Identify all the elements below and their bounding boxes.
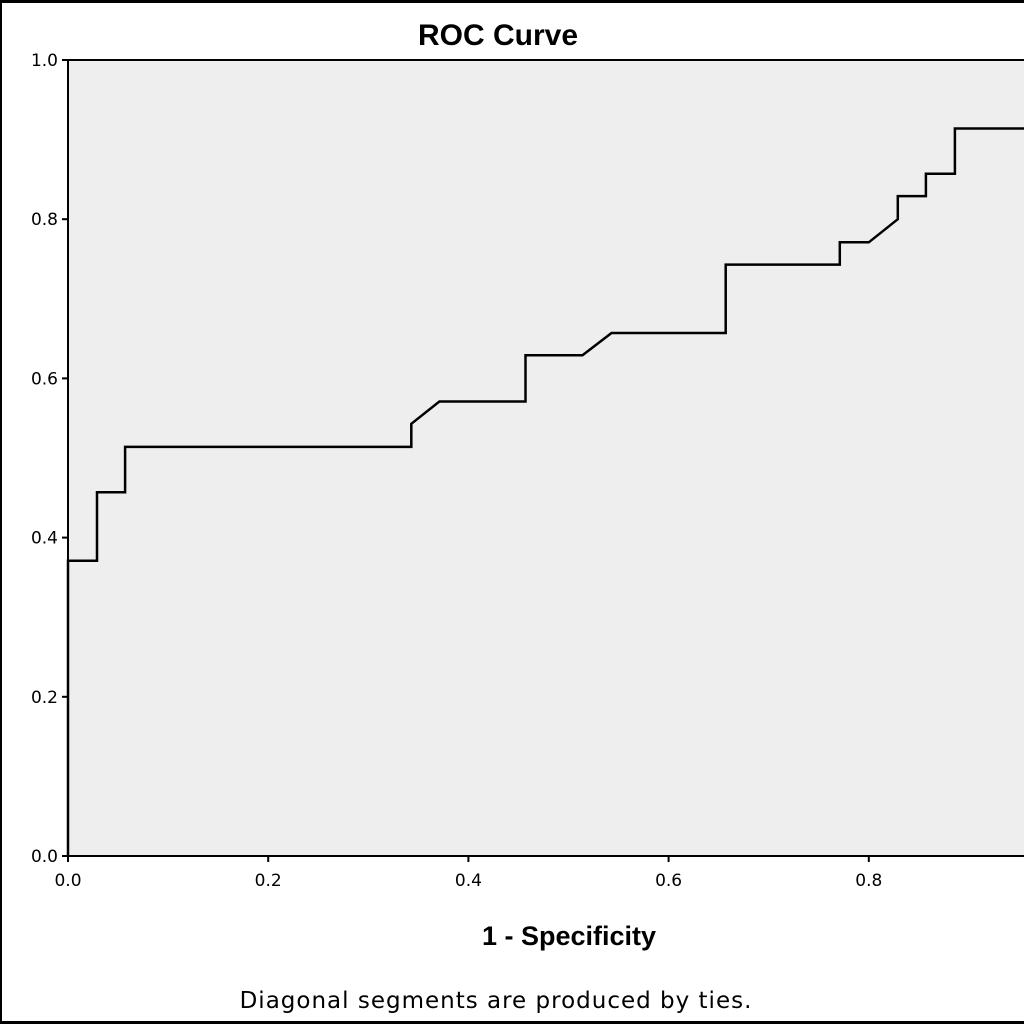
x-tick-label: 0.4 [455, 871, 482, 891]
y-axis-ticks: 0.0 0.2 0.4 0.6 0.8 1.0 [31, 51, 68, 867]
footnote: Diagonal segments are produced by ties. [240, 988, 753, 1014]
x-tick-label: 0.8 [855, 871, 882, 891]
plot-area [67, 59, 1024, 857]
x-axis-ticks: 0.0 0.2 0.4 0.6 0.8 [54, 856, 882, 891]
y-tick-label: 1.0 [31, 51, 58, 71]
y-tick-label: 0.8 [31, 210, 58, 230]
roc-chart: ROC Curve 0.0 0.2 0.4 0.6 0.8 0.00.20.40.60.… [31, 19, 1024, 1014]
y-tick-label: 0.2 [31, 688, 58, 708]
y-tick-label: 0.4 [31, 529, 58, 549]
roc-curve-line [66, 127, 1024, 856]
x-tick-label: 0.6 [655, 871, 682, 891]
y-tick-label: 0.0 [31, 847, 58, 867]
y-tick-label: 0.6 [31, 369, 58, 389]
x-axis-label: 1 - Specificity [482, 921, 656, 951]
chart-title: ROC Curve [418, 19, 578, 52]
x-tick-label: 0.2 [255, 871, 282, 891]
x-tick-label: 0.0 [54, 871, 81, 891]
